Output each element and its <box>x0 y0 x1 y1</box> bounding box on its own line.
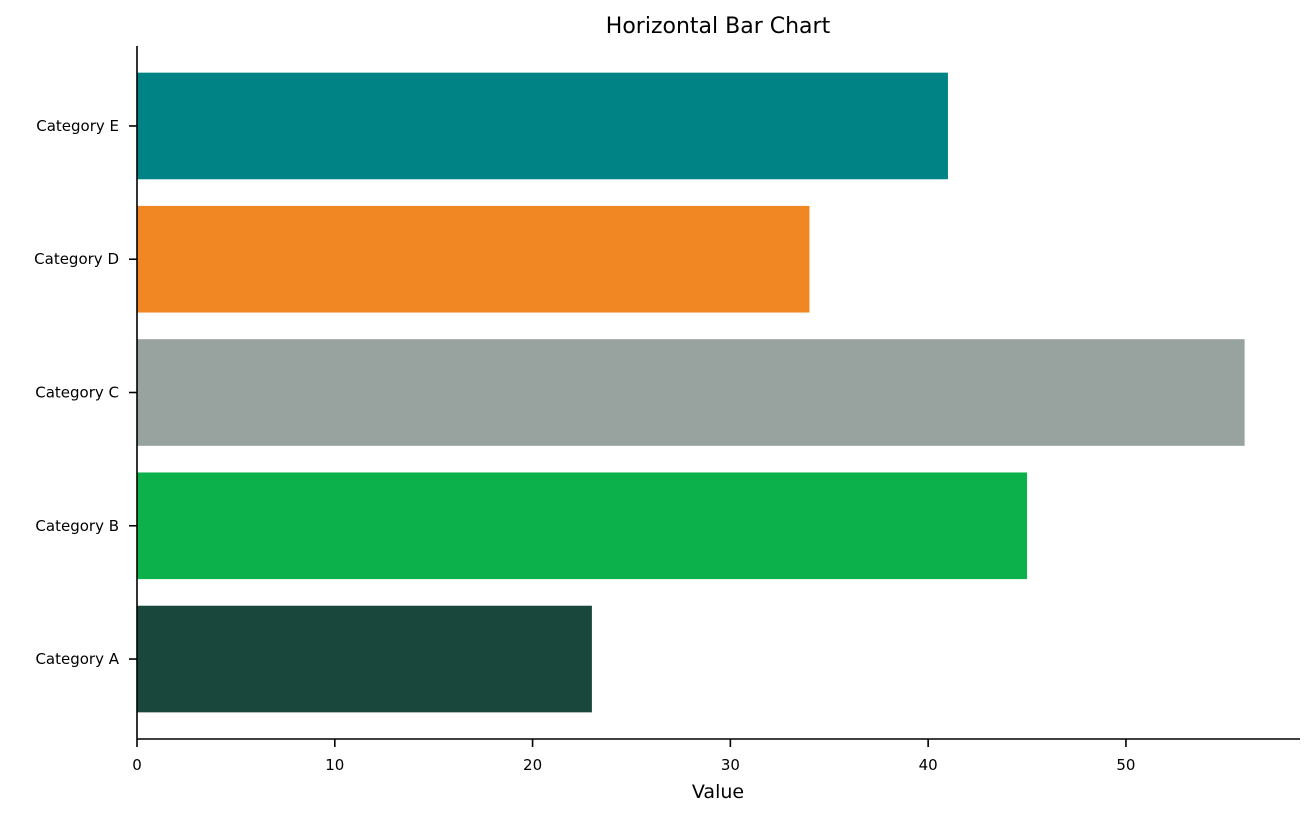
y-axis-ticks: Category A Category B Category C Category D… <box>34 117 137 668</box>
x-tick-label: 20 <box>523 756 542 774</box>
x-tick-label: 40 <box>919 756 938 774</box>
x-tick-label: 10 <box>325 756 344 774</box>
bar-category-c <box>137 339 1245 446</box>
x-tick-label: 50 <box>1116 756 1135 774</box>
chart-title: Horizontal Bar Chart <box>606 14 831 39</box>
y-tick-label: Category A <box>35 650 119 668</box>
y-tick-label: Category B <box>35 517 119 535</box>
bars-group <box>137 72 1245 713</box>
bar-category-b <box>137 472 1028 580</box>
y-tick-label: Category E <box>36 117 119 135</box>
x-tick-label: 30 <box>721 756 740 774</box>
bar-category-d <box>137 205 810 313</box>
x-axis-label: Value <box>692 781 744 803</box>
bar-category-e <box>137 72 948 180</box>
y-tick-label: Category C <box>35 384 119 402</box>
bar-category-a <box>137 605 592 713</box>
y-tick-label: Category D <box>34 250 119 268</box>
x-tick-label: 0 <box>132 756 142 774</box>
x-axis-ticks: 0 10 20 30 40 50 <box>132 739 1135 774</box>
